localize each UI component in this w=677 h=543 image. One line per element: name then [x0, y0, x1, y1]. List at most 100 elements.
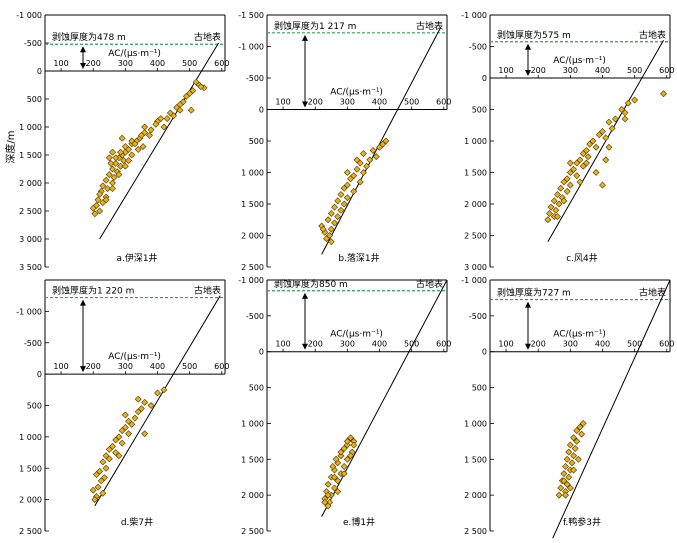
data-point: [570, 452, 577, 460]
data-point: [347, 434, 354, 442]
x-tick-label: 400: [595, 66, 610, 75]
data-point: [93, 471, 100, 478]
data-point: [566, 484, 574, 492]
data-point: [166, 109, 174, 117]
x-tick-label: 200: [531, 340, 546, 349]
x-tick-label: 400: [595, 340, 610, 349]
y-tick-label: 1 000: [464, 419, 487, 428]
data-point: [560, 197, 568, 205]
y-tick-label: 500: [27, 402, 42, 411]
x-tick-label: 500: [627, 66, 642, 75]
data-point: [139, 143, 147, 151]
chart-panel-2: -1 500 -1 000 -500 0 500 1 000 1 500 2 000 2 500…: [238, 11, 451, 272]
data-point: [544, 216, 552, 224]
data-point: [350, 187, 358, 195]
data-point: [128, 151, 136, 159]
data-point: [334, 213, 342, 221]
data-point: [117, 148, 124, 156]
y-tick-label: 1 000: [241, 419, 264, 428]
arrow-down-icon: [525, 343, 531, 350]
data-point: [118, 427, 126, 435]
x-tick-label: 500: [182, 362, 197, 371]
x-tick-label: 300: [118, 362, 133, 371]
y-tick-label: 0: [482, 74, 487, 83]
data-point: [566, 181, 574, 189]
chart-panel-6: -1 000 -500 0 500 1 000 1 500 2 000 2 500 100 200…: [461, 276, 674, 539]
data-point: [363, 162, 371, 170]
data-point: [554, 191, 561, 198]
data-point: [573, 427, 581, 435]
data-point: [550, 197, 558, 205]
y-tick-label: 2 500: [19, 527, 42, 536]
data-point: [340, 445, 348, 452]
data-point: [107, 159, 115, 167]
data-point: [340, 470, 348, 478]
data-point: [560, 477, 568, 485]
data-point: [331, 203, 338, 211]
data-point: [560, 470, 568, 478]
data-point: [340, 184, 348, 192]
data-point: [329, 463, 337, 470]
erosion-thickness-label: 剥蚀厚度为1 217 m: [274, 20, 356, 32]
surface-label: 古地表: [639, 29, 666, 41]
erosion-thickness-label: 剥蚀厚度为850 m: [274, 278, 348, 290]
y-tick-label: 1 000: [19, 433, 42, 442]
data-point: [138, 131, 145, 139]
erosion-thickness-label: 剥蚀厚度为1 220 m: [52, 285, 134, 297]
data-point: [574, 455, 582, 463]
data-point: [602, 156, 610, 164]
y-tick-label: 1 500: [464, 455, 487, 464]
y-tick-label: -1 000: [461, 11, 487, 20]
data-point: [347, 452, 354, 460]
x-tick-label: 600: [436, 340, 451, 349]
y-tick-label: -500: [246, 312, 264, 321]
data-point: [595, 131, 603, 139]
data-point: [109, 185, 116, 193]
data-point: [360, 169, 367, 176]
data-point: [99, 489, 107, 497]
data-point: [334, 197, 342, 205]
panel-caption: c.风4井: [566, 252, 598, 264]
arrow-down-icon: [80, 63, 86, 69]
x-axis-label: AC/(μs·m⁻¹): [553, 330, 606, 340]
data-point: [146, 131, 153, 139]
data-point: [353, 165, 361, 173]
data-point: [331, 484, 338, 492]
data-point: [147, 402, 155, 409]
y-tick-label: 0: [482, 348, 487, 357]
data-point: [334, 488, 342, 495]
data-point: [94, 196, 102, 204]
y-tick-label: 1 500: [241, 200, 264, 209]
data-point: [584, 153, 592, 161]
erosion-thickness-label: 剥蚀厚度为727 m: [497, 287, 571, 299]
data-point: [350, 441, 358, 449]
surface-label: 古地表: [194, 31, 221, 43]
data-point: [343, 441, 351, 449]
y-tick-label: -1 000: [238, 276, 264, 285]
data-point: [157, 115, 165, 123]
x-tick-label: 400: [372, 98, 387, 107]
y-tick-label: 0: [259, 106, 264, 115]
data-point: [324, 216, 332, 224]
x-tick-label: 200: [308, 340, 323, 349]
y-tick-label: 500: [27, 95, 42, 104]
data-point: [112, 159, 120, 167]
data-point: [546, 210, 553, 217]
data-point: [327, 225, 335, 233]
data-point: [163, 115, 171, 123]
data-point: [343, 194, 351, 202]
data-point: [382, 137, 390, 145]
data-point: [560, 178, 568, 186]
data-point: [562, 491, 569, 499]
data-point: [120, 157, 128, 165]
y-tick-label: 500: [472, 384, 487, 393]
data-point: [121, 143, 129, 151]
data-point: [340, 200, 348, 208]
erosion-thickness-label: 剥蚀厚度为575 m: [497, 29, 571, 41]
surface-label: 古地表: [416, 20, 443, 32]
data-point: [118, 134, 126, 142]
data-point: [128, 420, 136, 428]
data-point: [91, 210, 99, 218]
data-point: [563, 455, 571, 463]
arrow-up-icon: [525, 43, 531, 50]
